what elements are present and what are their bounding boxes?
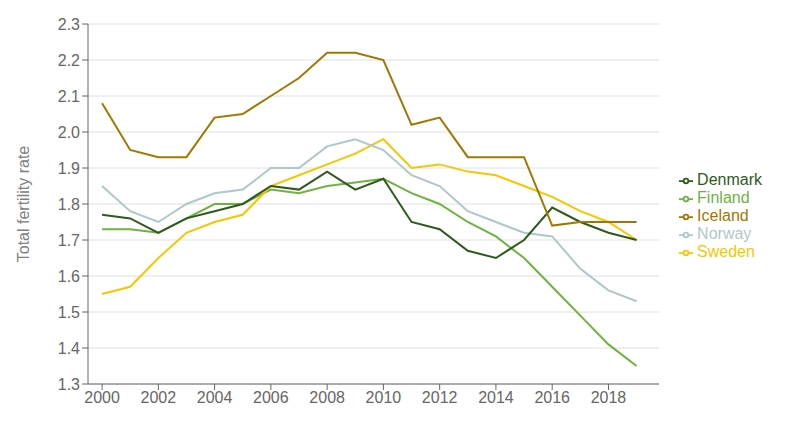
svg-text:2004: 2004: [197, 389, 233, 406]
html-text:Finland: Finland: [697, 189, 750, 206]
html-text:Iceland: Iceland: [697, 207, 749, 224]
svg-text:2010: 2010: [366, 389, 402, 406]
html-text:Sweden: Sweden: [697, 243, 755, 260]
svg-text:1.7: 1.7: [58, 232, 80, 249]
svg-text:2016: 2016: [534, 389, 570, 406]
svg-text:2014: 2014: [478, 389, 514, 406]
html-text:Norway: Norway: [697, 225, 752, 242]
html-text:Denmark: Denmark: [697, 171, 762, 188]
svg-text:1.5: 1.5: [58, 304, 80, 321]
svg-text:2012: 2012: [422, 389, 458, 406]
svg-text:1.8: 1.8: [58, 196, 80, 213]
svg-text:2002: 2002: [141, 389, 177, 406]
svg-text:2000: 2000: [84, 389, 120, 406]
svg-text:2.1: 2.1: [58, 88, 80, 105]
svg-text:1.3: 1.3: [58, 376, 80, 393]
svg-text:1.4: 1.4: [58, 340, 80, 357]
svg-text:Total fertility rate: Total fertility rate: [15, 146, 32, 263]
svg-text:2.2: 2.2: [58, 52, 80, 69]
svg-text:2.0: 2.0: [58, 124, 80, 141]
svg-text:1.6: 1.6: [58, 268, 80, 285]
svg-text:2.3: 2.3: [58, 16, 80, 33]
svg-text:1.9: 1.9: [58, 160, 80, 177]
svg-text:2018: 2018: [591, 389, 627, 406]
svg-text:2008: 2008: [309, 389, 345, 406]
svg-text:2006: 2006: [253, 389, 289, 406]
